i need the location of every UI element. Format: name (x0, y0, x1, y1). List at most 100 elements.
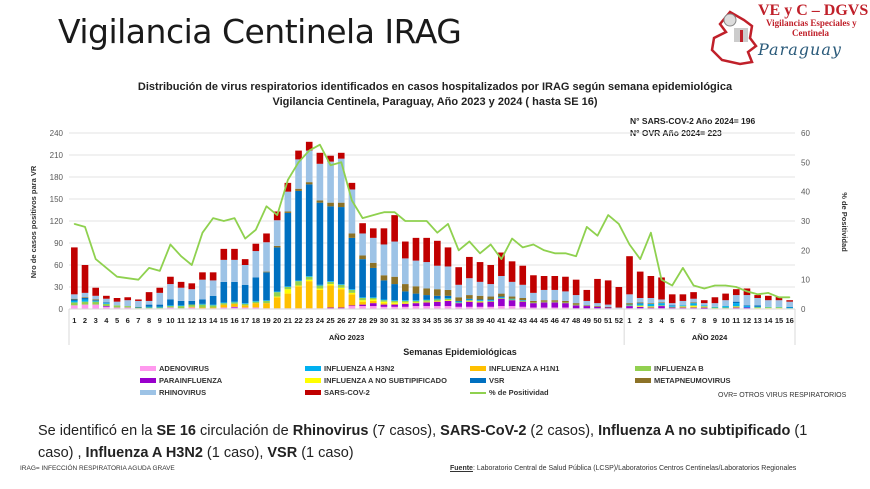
bar-segment (369, 267, 377, 298)
bar-segment (316, 200, 324, 203)
bar-segment (412, 260, 420, 287)
bar-segment (199, 299, 206, 304)
summary-part: (1 caso), (202, 445, 268, 461)
bar-segment (732, 306, 740, 308)
summary-bold: Influenza A H3N2 (85, 445, 203, 461)
bar-segment (145, 307, 153, 309)
bar-segment (679, 306, 687, 307)
bar-segment (167, 299, 174, 306)
summary-bold: SARS-CoV-2 (440, 423, 527, 439)
x-tick-label: 36 (444, 316, 452, 325)
bar-segment (401, 303, 409, 307)
bar-segment (668, 306, 676, 308)
bar-segment (455, 303, 463, 307)
bar-segment (412, 286, 420, 294)
bar-segment (337, 284, 345, 285)
positivity-point (95, 258, 97, 260)
bar-segment (284, 191, 292, 212)
bar-segment (636, 305, 644, 307)
positivity-point (319, 144, 321, 146)
bar-segment (423, 300, 430, 302)
bar-segment (434, 289, 441, 296)
x-tick-label: 14 (764, 316, 773, 325)
bar-segment (423, 237, 430, 263)
bar-segment (92, 300, 100, 301)
bar-segment (679, 305, 687, 307)
legend-item-vsr: VSR (470, 376, 504, 385)
bar-segment (327, 161, 334, 203)
bar-segment (295, 190, 302, 281)
bar-segment (434, 265, 441, 290)
bar-segment (263, 300, 270, 301)
positivity-point (554, 252, 556, 254)
bar-segment (220, 248, 228, 260)
x-tick-label: 40 (487, 316, 495, 325)
source-note: Fuente: Laboratorio Central de Salud Púb… (450, 465, 796, 472)
bar-segment (775, 307, 783, 309)
bar-segment (487, 306, 495, 309)
bar-segment (668, 303, 676, 306)
bar-segment (188, 307, 196, 309)
bar-segment (423, 288, 430, 296)
bar-segment (434, 240, 441, 266)
positivity-point (692, 284, 695, 287)
legend-item-adenovirus: ADENOVIRUS (140, 364, 209, 373)
bar-segment (700, 300, 708, 304)
y2-tick-label: 40 (801, 188, 810, 197)
bar-segment (92, 287, 100, 296)
x-tick-label: 13 (198, 316, 206, 325)
x-tick-label: 38 (465, 316, 473, 325)
bar-segment (359, 255, 366, 260)
bar-segment (583, 306, 591, 309)
bar-segment (156, 306, 164, 308)
bar-segment (498, 293, 505, 297)
bar-segment (241, 303, 249, 306)
y2-tick-label: 60 (801, 129, 810, 138)
bar-segment (103, 306, 110, 307)
bar-segment (626, 256, 633, 295)
positivity-point (255, 229, 257, 231)
bar-segment (380, 299, 388, 301)
positivity-point (180, 255, 182, 257)
bar-segment (615, 287, 623, 308)
x-tick-label: 11 (732, 316, 740, 325)
bar-segment (81, 297, 89, 298)
x-tick-label: 2 (638, 316, 642, 325)
bar-segment (615, 307, 623, 309)
bar-segment (177, 287, 185, 301)
bar-segment (359, 301, 366, 305)
bar-segment (284, 287, 292, 290)
bar-segment (476, 302, 484, 307)
bar-segment (391, 284, 398, 301)
bar-segment (124, 297, 132, 301)
bar-segment (348, 289, 356, 290)
bar-segment (562, 300, 569, 303)
bar-segment (327, 206, 334, 282)
bar-segment (209, 304, 217, 306)
bar-segment (209, 305, 217, 308)
bar-segment (103, 302, 110, 304)
bar-segment (466, 295, 473, 299)
bar-segment (498, 276, 505, 294)
bar-segment (391, 300, 398, 301)
bar-segment (156, 304, 164, 307)
positivity-point (116, 276, 118, 278)
bar-segment (498, 306, 505, 309)
positivity-line-path (74, 143, 790, 299)
x-tick-label: 28 (358, 316, 366, 325)
x-tick-label: 41 (497, 316, 505, 325)
bar-segment (754, 295, 761, 298)
bar-segment (380, 306, 388, 309)
x-tick-label: 26 (337, 316, 345, 325)
summary-part: circulación de (196, 423, 293, 439)
bar-segment (305, 276, 313, 280)
legend-item-h1n1: INFLUENZA A H1N1 (470, 364, 559, 373)
x-tick-label: 3 (94, 316, 98, 325)
bar-segment (444, 298, 452, 299)
bar-segment (263, 233, 270, 243)
x-tick-label: 23 (305, 316, 313, 325)
bar-segment (305, 281, 313, 309)
bar-segment (145, 306, 153, 308)
bar-segment (401, 302, 409, 304)
bar-segment (476, 306, 484, 309)
